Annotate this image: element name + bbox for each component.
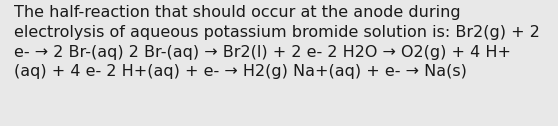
Text: The half-reaction that should occur at the anode during
electrolysis of aqueous : The half-reaction that should occur at t… <box>14 5 540 79</box>
